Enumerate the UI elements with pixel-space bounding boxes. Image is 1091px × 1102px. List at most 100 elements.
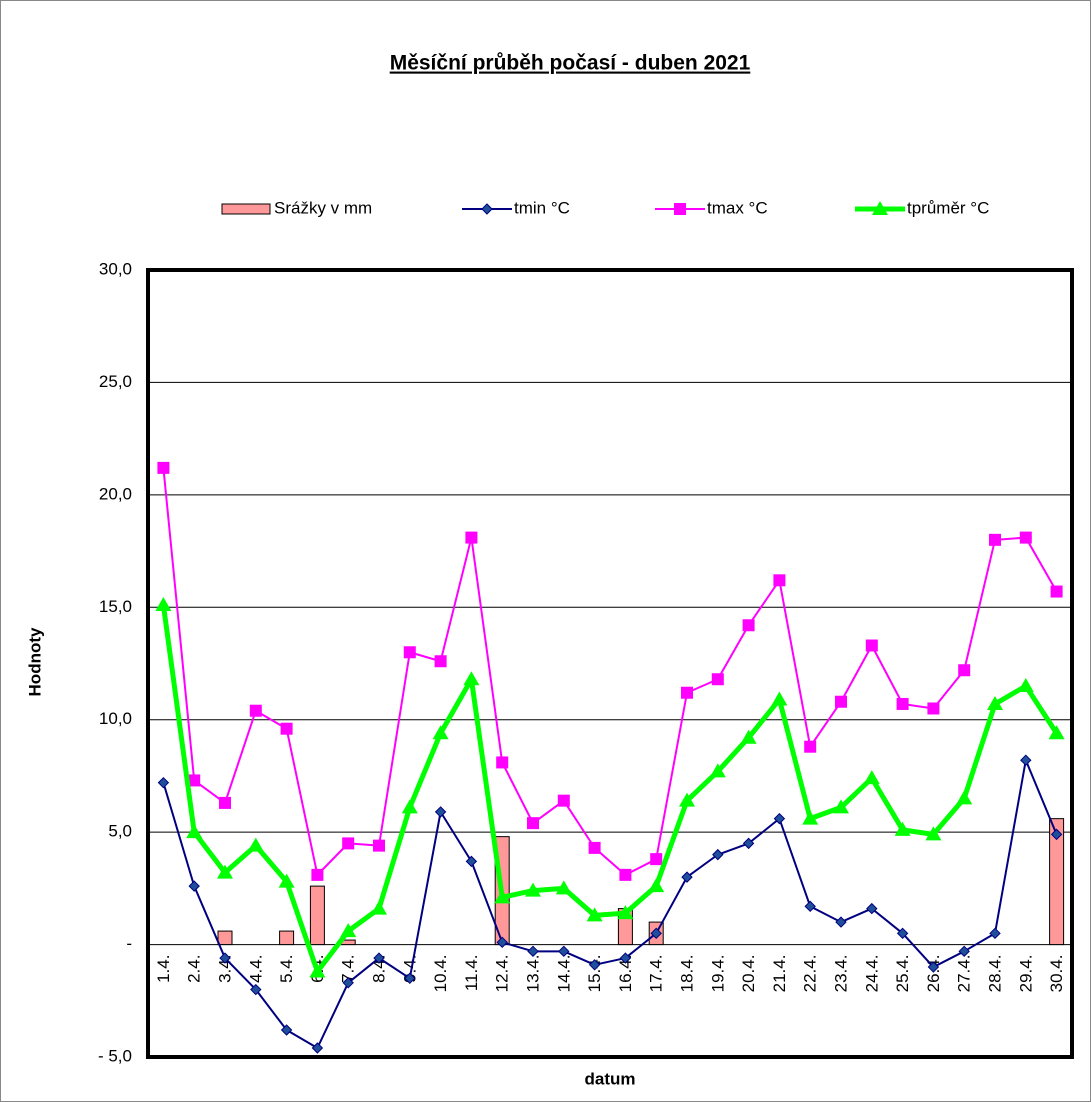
data-point bbox=[835, 916, 847, 928]
data-point bbox=[1017, 677, 1034, 692]
x-tick-label: 22.4. bbox=[801, 955, 820, 993]
x-tick-label: 17.4. bbox=[647, 955, 666, 993]
data-point bbox=[927, 702, 940, 715]
data-point bbox=[712, 848, 724, 861]
x-tick-label: 2.4. bbox=[185, 955, 204, 983]
y-tick-label: 25,0 bbox=[99, 372, 132, 391]
data-point bbox=[250, 983, 262, 996]
data-point bbox=[1050, 585, 1063, 598]
x-tick-label: 18.4. bbox=[677, 955, 696, 993]
data-point bbox=[403, 646, 416, 659]
data-point bbox=[373, 952, 385, 964]
data-point bbox=[463, 671, 480, 686]
y-axis-title: Hodnoty bbox=[25, 627, 44, 696]
data-point bbox=[709, 763, 726, 778]
data-point bbox=[896, 697, 909, 710]
y-tick-label: - bbox=[126, 934, 132, 953]
data-point bbox=[896, 927, 909, 940]
legend-marker bbox=[481, 203, 493, 215]
data-point bbox=[619, 952, 632, 964]
plot-border bbox=[146, 268, 1074, 1059]
x-tick-label: 20.4. bbox=[739, 955, 758, 993]
x-tick-label: 10.4. bbox=[431, 955, 450, 993]
data-point bbox=[802, 810, 819, 825]
x-tick-label: 16.4. bbox=[616, 955, 635, 993]
data-point bbox=[773, 574, 786, 587]
data-point bbox=[557, 794, 570, 807]
data-point bbox=[496, 936, 508, 949]
data-point bbox=[679, 792, 695, 807]
bar bbox=[1049, 818, 1065, 946]
data-point bbox=[804, 900, 816, 913]
legend-marker bbox=[872, 201, 888, 215]
data-point bbox=[650, 927, 662, 940]
data-point bbox=[249, 704, 262, 717]
legend-label: Srážky v mm bbox=[274, 198, 372, 217]
data-point bbox=[342, 977, 354, 989]
chart-title: Měsíční průběh počasí - duben 2021 bbox=[390, 52, 751, 75]
bar bbox=[279, 930, 295, 946]
data-point bbox=[833, 799, 849, 814]
x-tick-label: 4.4. bbox=[246, 955, 265, 983]
data-point bbox=[155, 597, 172, 612]
data-point bbox=[157, 461, 170, 474]
x-tick-label: 7.4. bbox=[339, 955, 358, 983]
bar bbox=[217, 930, 233, 946]
data-point bbox=[186, 824, 203, 839]
data-point bbox=[740, 729, 757, 744]
data-point bbox=[771, 691, 788, 706]
x-tick-label: 19.4. bbox=[708, 955, 727, 993]
data-point bbox=[434, 806, 447, 818]
data-point bbox=[342, 837, 355, 850]
data-point bbox=[494, 889, 511, 904]
data-point bbox=[681, 686, 693, 699]
legend-label: tmin °C bbox=[514, 198, 570, 217]
data-point bbox=[681, 871, 693, 883]
legend-item: tmax °C bbox=[655, 198, 768, 217]
data-point bbox=[404, 972, 416, 985]
data-point bbox=[217, 864, 233, 879]
data-point bbox=[925, 826, 942, 841]
legend-marker bbox=[674, 203, 686, 215]
data-point bbox=[1048, 725, 1065, 740]
data-point bbox=[371, 900, 387, 915]
data-point bbox=[619, 868, 632, 881]
data-point bbox=[866, 902, 878, 915]
data-point bbox=[527, 817, 539, 830]
data-point bbox=[989, 927, 1001, 940]
data-point bbox=[617, 905, 634, 920]
data-point bbox=[527, 945, 539, 958]
bar bbox=[309, 885, 325, 946]
data-point bbox=[742, 619, 755, 632]
x-tick-label: 12.4. bbox=[493, 955, 512, 993]
data-point bbox=[157, 776, 170, 789]
x-tick-label: 29.4. bbox=[1016, 955, 1035, 993]
data-point bbox=[219, 952, 231, 964]
data-point bbox=[247, 837, 264, 852]
data-point bbox=[1050, 828, 1063, 841]
x-tick-label: 14.4. bbox=[554, 955, 573, 993]
data-point bbox=[648, 878, 665, 893]
data-point bbox=[465, 531, 478, 544]
data-point bbox=[188, 774, 201, 787]
data-point bbox=[650, 853, 663, 866]
data-point bbox=[309, 963, 326, 978]
data-point bbox=[894, 821, 911, 836]
data-point bbox=[588, 841, 601, 854]
data-point bbox=[586, 907, 603, 922]
data-point bbox=[280, 722, 293, 735]
x-tick-label: 28.4. bbox=[985, 955, 1004, 993]
legend-label: tmax °C bbox=[707, 198, 768, 217]
y-tick-label: 30,0 bbox=[99, 259, 132, 278]
legend-label: tprůměr °C bbox=[907, 198, 989, 217]
data-point bbox=[373, 839, 385, 852]
data-point bbox=[773, 812, 786, 825]
data-point bbox=[742, 837, 755, 850]
data-point bbox=[496, 756, 509, 769]
data-point bbox=[558, 945, 570, 958]
data-point bbox=[555, 880, 572, 895]
data-point bbox=[958, 945, 970, 958]
